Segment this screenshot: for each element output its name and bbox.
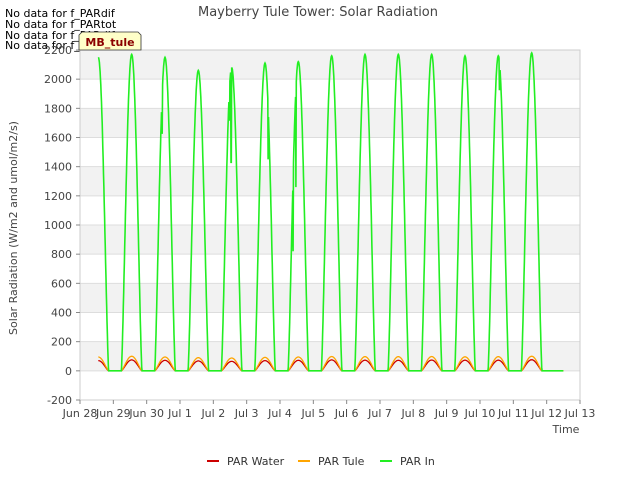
y-tick-label: 1200 xyxy=(44,190,72,203)
x-tick-label: Jun 29 xyxy=(95,407,131,420)
y-tick-label: 2000 xyxy=(44,73,72,86)
y-axis-ticks: -200 0 200 400 600 800 1000 1200 1400 1600 1800 200… xyxy=(44,44,80,407)
y-axis-title: Solar Radiation (W/m2 and umol/m2/s) xyxy=(7,121,20,335)
legend-label-par-in: PAR In xyxy=(400,455,435,468)
no-data-message-4: No data for f_PARtot xyxy=(5,39,117,52)
x-tick-label: Jul 1 xyxy=(167,407,192,420)
x-tick-label: Jul 13 xyxy=(564,407,596,420)
x-tick-label: Jul 4 xyxy=(267,407,292,420)
y-tick-label: 1800 xyxy=(44,102,72,115)
x-tick-label: Jul 5 xyxy=(300,407,325,420)
background-band xyxy=(80,108,580,138)
x-tick-label: Jul 10 xyxy=(464,407,496,420)
no-data-message-2: No data for f_PARtot xyxy=(5,18,117,31)
y-tick-label: 1000 xyxy=(44,219,72,232)
legend-label-par-water: PAR Water xyxy=(227,455,285,468)
no-data-message-1: No data for f_PARdif xyxy=(5,7,115,20)
annotation-label: MB_tule xyxy=(85,36,134,49)
background-band xyxy=(80,225,580,255)
x-tick-label: Jul 7 xyxy=(367,407,392,420)
x-tick-label: Jun 28 xyxy=(62,407,98,420)
data-series xyxy=(97,51,564,372)
background-band xyxy=(80,283,580,313)
legend-label-par-tule: PAR Tule xyxy=(318,455,365,468)
background-band xyxy=(80,166,580,196)
no-data-message-3: No data for f_PARdif xyxy=(5,29,115,42)
x-tick-label: Jul 8 xyxy=(400,407,425,420)
x-tick-label: Jul 2 xyxy=(200,407,225,420)
plot-background-bands xyxy=(80,50,580,371)
y-tick-label: 1600 xyxy=(44,132,72,145)
annotation-box: MB_tule xyxy=(78,31,142,51)
x-axis-title: Time xyxy=(552,423,580,436)
y-tick-label: 2200 xyxy=(44,44,72,57)
x-tick-label: Jul 6 xyxy=(334,407,359,420)
background-band xyxy=(80,341,580,371)
x-tick-label: Jul 11 xyxy=(497,407,529,420)
y-tick-label: 200 xyxy=(51,336,72,349)
y-tick-label: -200 xyxy=(47,394,72,407)
y-tick-label: 0 xyxy=(65,365,72,378)
x-tick-label: Jul 9 xyxy=(434,407,459,420)
y-tick-label: 600 xyxy=(51,277,72,290)
chart-title: Mayberry Tule Tower: Solar Radiation xyxy=(198,5,438,20)
x-tick-label: Jun 30 xyxy=(128,407,164,420)
y-tick-label: 800 xyxy=(51,248,72,261)
series-line-par-in xyxy=(97,51,564,372)
y-tick-label: 400 xyxy=(51,307,72,320)
legend: PAR Water PAR Tule PAR In xyxy=(207,455,435,468)
y-tick-label: 1400 xyxy=(44,161,72,174)
x-tick-label: Jul 12 xyxy=(530,407,562,420)
x-tick-label: Jul 3 xyxy=(234,407,259,420)
